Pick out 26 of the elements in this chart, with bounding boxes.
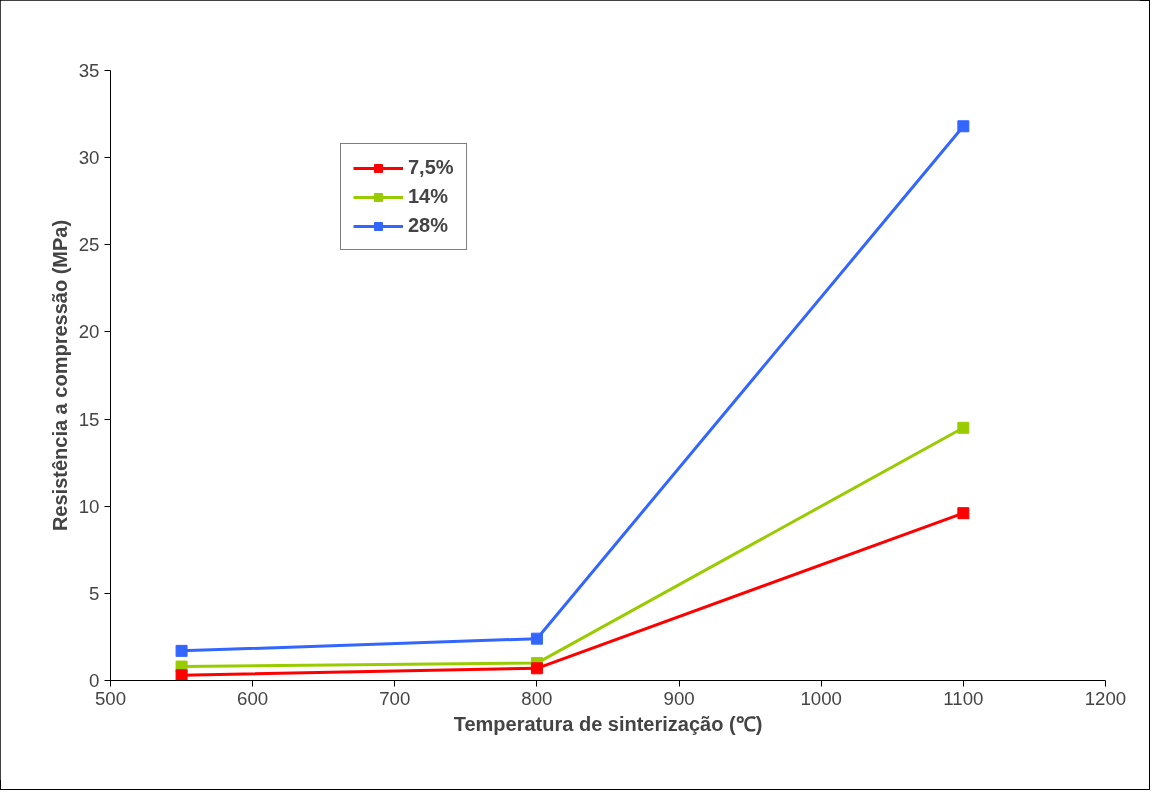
- x-tick-label: 1100: [943, 687, 984, 709]
- point: [175, 669, 188, 681]
- legend-label: 7,5%: [408, 156, 454, 179]
- point: [957, 120, 970, 133]
- y-tick-label: 20: [78, 321, 100, 343]
- x-axis-title: Temperatura de sinterização (℃): [453, 712, 763, 735]
- point: [175, 644, 188, 657]
- y-tick-label: 25: [78, 234, 100, 256]
- y-tick-label: 30: [78, 147, 100, 169]
- x-tick-label: 800: [521, 687, 553, 709]
- legend-label: 14%: [408, 185, 449, 208]
- point: [530, 662, 543, 675]
- legend-label: 28%: [408, 214, 449, 237]
- y-axis-title: Resistência a compressão (MPa): [48, 219, 71, 532]
- point: [957, 507, 970, 520]
- x-tick-label: 1200: [1084, 687, 1127, 709]
- y-tick-label: 5: [89, 582, 100, 604]
- y-tick-label: 35: [78, 60, 100, 81]
- x-tick-label: 1000: [800, 687, 842, 709]
- x-tick-label: 700: [379, 687, 411, 709]
- x-tick-label: 600: [237, 687, 269, 709]
- point: [957, 421, 970, 434]
- x-tick-label: 900: [663, 687, 695, 709]
- point: [530, 632, 543, 645]
- y-tick-label: 15: [78, 408, 100, 430]
- y-tick-label: 10: [78, 495, 100, 517]
